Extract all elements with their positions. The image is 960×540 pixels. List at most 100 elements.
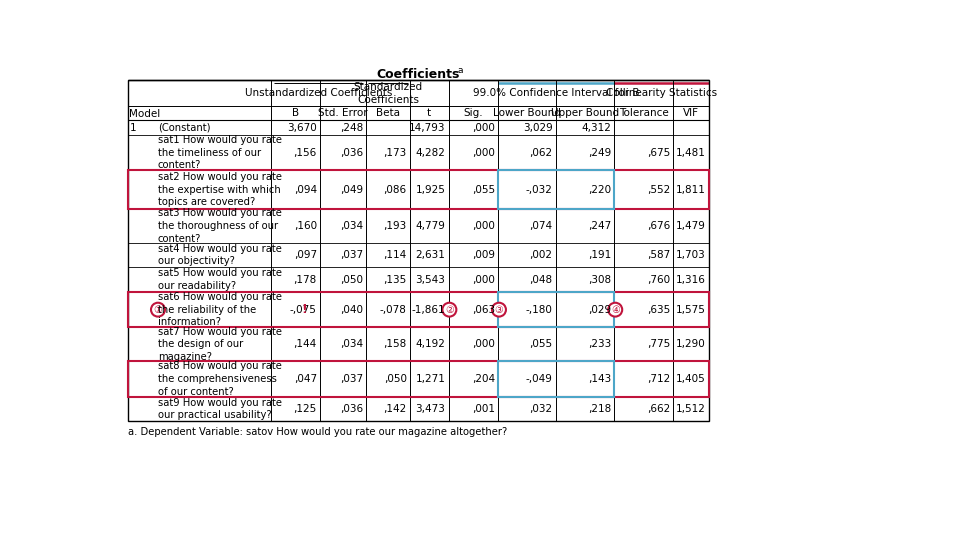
Text: ,055: ,055 [472,185,495,194]
Text: ②: ② [445,305,454,315]
Text: sat7 How would you rate
the design of our
magazine?: sat7 How would you rate the design of ou… [158,327,282,362]
Text: B: B [292,109,300,118]
Text: ,000: ,000 [472,147,495,158]
Text: ④: ④ [611,305,619,315]
Text: 1,290: 1,290 [676,339,706,349]
Bar [128,170,709,209]
Text: ③: ③ [494,305,503,315]
Bar [128,80,709,421]
Circle shape [443,303,456,316]
Text: ,178: ,178 [294,275,317,285]
Text: -,032: -,032 [525,185,552,194]
Text: ,037: ,037 [340,374,363,384]
Text: 1,512: 1,512 [676,404,706,414]
Text: ,220: ,220 [588,185,612,194]
Text: ,675: ,675 [647,147,670,158]
Text: sat9 How would you rate
our practical usability?: sat9 How would you rate our practical us… [158,397,282,420]
Text: VIF: VIF [684,109,699,118]
Text: ①: ① [154,305,162,315]
Text: ,218: ,218 [588,404,612,414]
Circle shape [609,303,622,316]
Text: ,587: ,587 [647,250,670,260]
Text: ,055: ,055 [529,339,552,349]
Text: ,000: ,000 [472,275,495,285]
Bar [128,292,709,327]
Text: ,050: ,050 [384,374,407,384]
Circle shape [151,303,165,316]
Text: ,000: ,000 [472,123,495,132]
Text: Collinearity Statistics: Collinearity Statistics [606,88,717,98]
Text: ,193: ,193 [383,221,407,231]
Text: sat2 How would you rate
the expertise with which
topics are covered?: sat2 How would you rate the expertise wi… [158,172,282,207]
Text: ,247: ,247 [588,221,612,231]
Text: ,158: ,158 [383,339,407,349]
Circle shape [492,303,506,316]
Text: 2,631: 2,631 [416,250,445,260]
Text: ,135: ,135 [383,275,407,285]
Text: sat3 How would you rate
the thoroughness of our
content?: sat3 How would you rate the thoroughness… [158,208,282,244]
Text: ,552: ,552 [647,185,670,194]
Text: ,029: ,029 [588,305,612,315]
Text: sat6 How would you rate
the reliability of the
information?: sat6 How would you rate the reliability … [158,292,282,327]
Text: ,000: ,000 [472,221,495,231]
Bar [498,170,614,209]
Text: !: ! [301,303,307,316]
Text: ,248: ,248 [340,123,363,132]
Text: sat4 How would you rate
our objectivity?: sat4 How would you rate our objectivity? [158,244,282,266]
Bar [128,361,709,397]
Text: ,086: ,086 [384,185,407,194]
Text: 4,282: 4,282 [416,147,445,158]
Text: (Constant): (Constant) [158,123,210,132]
Text: 1,316: 1,316 [676,275,706,285]
Text: Tolerance: Tolerance [619,109,669,118]
Text: ,034: ,034 [340,221,363,231]
Text: ,000: ,000 [472,339,495,349]
Text: 1,811: 1,811 [676,185,706,194]
Text: Std. Error: Std. Error [319,109,368,118]
Text: ,160: ,160 [294,221,317,231]
Text: a. Dependent Variable: satov How would you rate our magazine altogether?: a. Dependent Variable: satov How would y… [128,428,507,437]
Text: ,173: ,173 [383,147,407,158]
Text: 1,405: 1,405 [676,374,706,384]
Text: 1,575: 1,575 [676,305,706,315]
Text: ,125: ,125 [294,404,317,414]
Text: ,036: ,036 [340,404,363,414]
Text: ,062: ,062 [529,147,552,158]
Text: Sig.: Sig. [464,109,483,118]
Text: 1,481: 1,481 [676,147,706,158]
Text: ,775: ,775 [647,339,670,349]
Text: ,002: ,002 [530,250,552,260]
Text: ,144: ,144 [294,339,317,349]
Text: 1,925: 1,925 [416,185,445,194]
Text: ,143: ,143 [588,374,612,384]
Text: 4,779: 4,779 [416,221,445,231]
Text: 4,192: 4,192 [416,339,445,349]
Text: 1,479: 1,479 [676,221,706,231]
Text: ,249: ,249 [588,147,612,158]
Text: ,001: ,001 [472,404,495,414]
Text: ,635: ,635 [647,305,670,315]
Text: 14,793: 14,793 [409,123,445,132]
Text: ,037: ,037 [340,250,363,260]
Text: ,233: ,233 [588,339,612,349]
Text: ,114: ,114 [383,250,407,260]
Text: Upper Bound: Upper Bound [551,109,619,118]
Text: ,040: ,040 [341,305,363,315]
Text: -,180: -,180 [525,305,552,315]
Text: ,204: ,204 [472,374,495,384]
Text: ,097: ,097 [294,250,317,260]
Text: Unstandardized Coefficients: Unstandardized Coefficients [245,88,393,98]
Text: 3,543: 3,543 [416,275,445,285]
Text: a: a [457,66,463,76]
Text: ,049: ,049 [340,185,363,194]
Text: 1: 1 [130,123,136,132]
Text: ,156: ,156 [294,147,317,158]
Text: ,308: ,308 [588,275,612,285]
Text: 1,271: 1,271 [416,374,445,384]
Text: Standardized
Coefficients: Standardized Coefficients [353,82,422,105]
Text: ,676: ,676 [647,221,670,231]
Text: ,662: ,662 [647,404,670,414]
Text: ,047: ,047 [294,374,317,384]
Text: ,760: ,760 [647,275,670,285]
Text: Beta: Beta [376,109,400,118]
